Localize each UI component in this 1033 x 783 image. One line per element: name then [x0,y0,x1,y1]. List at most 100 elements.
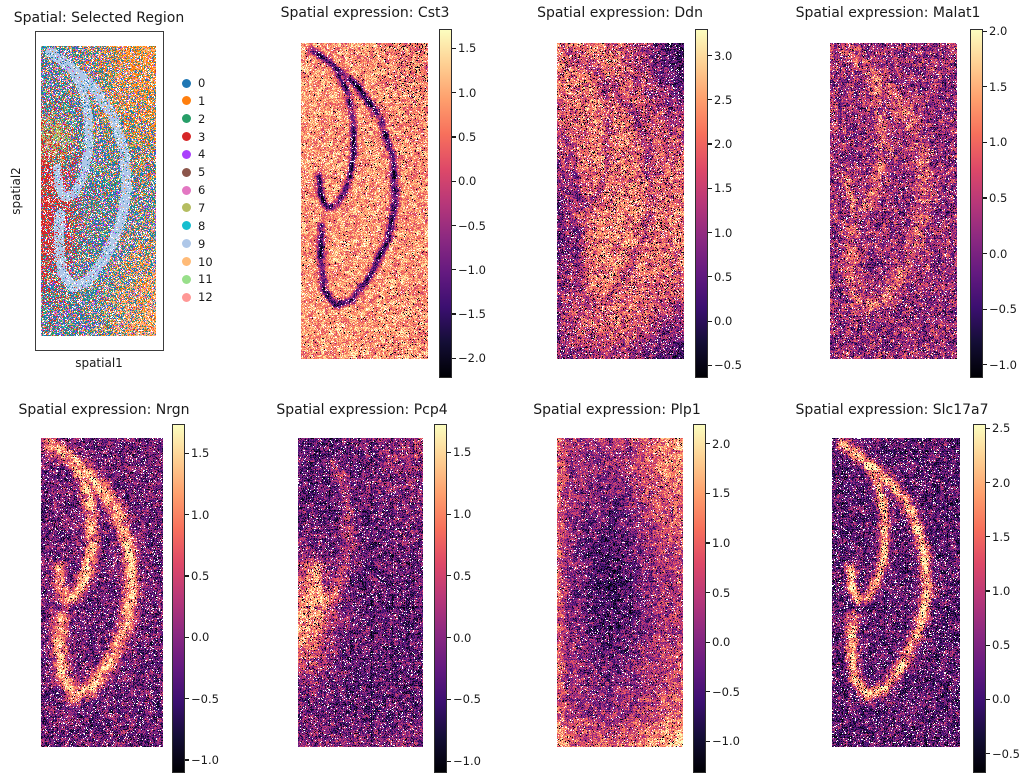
colorbar-tick-slc17a7 [986,753,990,755]
colorbar-tick-cst3 [452,357,456,359]
colorbar-tick-label-ddn: 1.5 [714,181,733,196]
colorbar-tick-plp1 [706,542,710,544]
legend-label-cluster-6: 6 [198,183,206,198]
colorbar-tick-pcp4 [447,637,451,639]
colorbar-pcp4 [434,424,447,773]
colorbar-tick-label-malat1: −0.5 [989,302,1017,317]
colorbar-tick-label-malat1: 0.5 [989,191,1008,206]
legend-swatch-cluster-4 [181,149,191,159]
x-axis-label: spatial1 [75,356,123,370]
spatial-cluster-image [41,46,156,336]
colorbar-tick-label-slc17a7: 1.0 [992,583,1011,598]
colorbar-tick-label-plp1: 0.5 [712,585,731,600]
colorbar-tick-label-malat1: 1.5 [989,79,1008,94]
colorbar-nrgn [172,424,185,773]
colorbar-tick-label-plp1: 1.5 [712,486,731,501]
colorbar-tick-plp1 [706,641,710,643]
colorbar-tick-label-cst3: 1.5 [458,41,477,56]
legend-swatch-cluster-1 [181,96,191,106]
legend-label-cluster-10: 10 [198,254,213,269]
legend-label-cluster-4: 4 [198,147,206,162]
panel-title-pcp4: Spatial expression: Pcp4 [276,402,448,418]
colorbar-tick-label-ddn: 1.0 [714,225,733,240]
colorbar-tick-label-nrgn: 1.5 [191,446,210,461]
colorbar-tick-pcp4 [447,698,451,700]
legend-swatch-cluster-10 [181,257,191,266]
colorbar-tick-label-ddn: 0.0 [714,314,733,329]
colorbar-tick-pcp4 [447,513,451,515]
colorbar-tick-cst3 [452,92,456,94]
colorbar-tick-label-cst3: −1.5 [458,307,486,322]
colorbar-tick-label-pcp4: −1.0 [453,754,481,769]
legend-swatch-cluster-3 [181,132,191,142]
panel-title-ddn: Spatial expression: Ddn [537,5,703,21]
colorbar-tick-nrgn [185,514,189,516]
legend-label-cluster-0: 0 [198,76,206,90]
colorbar-tick-label-nrgn: 0.5 [191,569,210,584]
colorbar-tick-ddn [708,364,712,366]
colorbar-tick-nrgn [185,575,189,577]
colorbar-tick-label-slc17a7: 0.0 [992,692,1011,707]
colorbar-tick-malat1 [983,253,987,255]
colorbar-tick-label-pcp4: −0.5 [453,692,481,707]
spatial-expression-image-cst3 [301,43,428,359]
colorbar-tick-malat1 [983,308,987,310]
spatial-expression-image-malat1 [830,43,957,359]
colorbar-tick-label-pcp4: 1.0 [453,507,472,522]
colorbar-tick-pcp4 [447,575,451,577]
colorbar-tick-label-ddn: 2.5 [714,92,733,107]
colorbar-tick-cst3 [452,180,456,182]
colorbar-tick-cst3 [452,269,456,271]
colorbar-tick-label-cst3: 0.5 [458,129,477,144]
legend-label-cluster-11: 11 [198,272,213,287]
colorbar-tick-label-slc17a7: 1.5 [992,529,1011,544]
legend-swatch-cluster-0 [181,78,191,88]
colorbar-tick-label-cst3: −2.0 [458,351,486,366]
colorbar-tick-cst3 [452,224,456,227]
colorbar-tick-label-slc17a7: 2.0 [992,475,1011,490]
spatial-expression-image-nrgn [41,438,163,747]
spatial-expression-image-slc17a7 [832,438,960,747]
panel-title-slc17a7: Spatial expression: Slc17a7 [795,402,989,418]
colorbar-tick-label-ddn: 3.0 [714,48,733,63]
colorbar-tick-ddn [708,320,712,322]
colorbar-tick-slc17a7 [986,698,990,701]
colorbar-cst3 [439,29,452,378]
colorbar-tick-malat1 [983,141,987,144]
colorbar-tick-cst3 [452,313,456,315]
colorbar-tick-slc17a7 [986,590,990,592]
colorbar-tick-plp1 [706,591,710,594]
colorbar-tick-malat1 [983,197,987,199]
legend-label-cluster-7: 7 [198,200,206,215]
spatial-expression-image-pcp4 [298,438,423,747]
colorbar-malat1 [970,29,983,378]
legend-swatch-cluster-8 [181,221,191,231]
colorbar-tick-slc17a7 [986,427,990,429]
colorbar-tick-malat1 [983,364,987,366]
colorbar-tick-label-cst3: −0.5 [458,218,486,233]
colorbar-tick-slc17a7 [986,481,990,484]
colorbar-tick-label-ddn: −0.5 [714,358,742,373]
colorbar-tick-slc17a7 [986,644,990,646]
colorbar-tick-label-plp1: −0.5 [712,684,740,699]
panel-title-cst3: Spatial expression: Cst3 [280,5,450,21]
colorbar-plp1 [693,424,706,773]
colorbar-tick-ddn [708,187,712,189]
legend-label-cluster-1: 1 [198,93,206,108]
colorbar-tick-label-plp1: 0.0 [712,635,731,650]
colorbar-tick-nrgn [185,636,189,638]
colorbar-tick-nrgn [185,452,189,454]
legend-label-cluster-12: 12 [198,290,213,305]
colorbar-tick-plp1 [706,443,710,445]
colorbar-tick-label-nrgn: 1.0 [191,507,210,522]
legend-label-cluster-9: 9 [198,236,206,251]
colorbar-tick-plp1 [706,740,710,742]
colorbar-tick-malat1 [983,30,987,32]
colorbar-tick-label-nrgn: 0.0 [191,630,210,645]
